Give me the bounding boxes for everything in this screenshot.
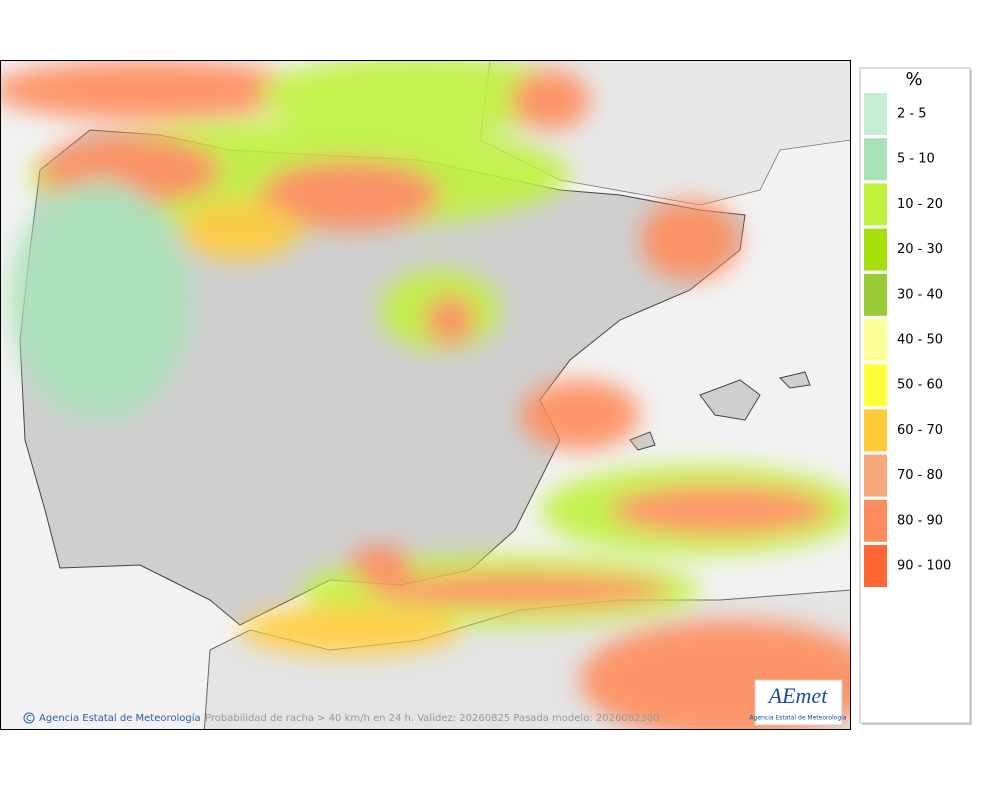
legend-label: 10 - 20 (897, 197, 943, 212)
logo-subtitle: Agencia Estatal de Meteorología (750, 715, 847, 722)
caption: Probabilidad de racha > 40 km/h en 24 h.… (205, 713, 659, 724)
legend-swatch (864, 499, 887, 542)
legend-label: 2 - 5 (897, 107, 927, 122)
copyright-icon-c (26, 715, 32, 721)
legend-swatch (864, 319, 887, 361)
legend-label: 60 - 70 (897, 423, 943, 438)
legend-label: 20 - 30 (897, 242, 943, 257)
legend-label: 80 - 90 (897, 513, 943, 528)
legend-swatch (864, 454, 887, 497)
legend-label: 5 - 10 (897, 152, 935, 167)
legend-label: 30 - 40 (897, 287, 943, 302)
map-frame (0, 60, 851, 730)
legend-label: 90 - 100 (897, 559, 951, 574)
logo-name: AEmet (767, 683, 829, 708)
legend-label: 40 - 50 (897, 333, 943, 348)
map (1, 61, 850, 729)
copyright-icon (23, 712, 35, 724)
legend: % 2 - 5 5 - 10 10 - 20 20 - 30 30 - 40 40 - 5… (859, 67, 972, 725)
legend-swatch (864, 545, 887, 587)
legend-swatch (864, 364, 887, 407)
legend-swatch (864, 93, 887, 135)
legend-title: % (905, 69, 922, 90)
credit: Agencia Estatal de Meteorología (39, 712, 201, 724)
legend-swatch (864, 228, 887, 271)
legend-label: 70 - 80 (897, 468, 943, 483)
legend-swatch (864, 138, 887, 181)
legend-label: 50 - 60 (897, 378, 943, 393)
legend-swatch (864, 273, 887, 316)
logo: AEmet Agencia Estatal de Meteorología (750, 679, 847, 726)
legend-swatch (864, 409, 887, 452)
legend-swatch (864, 183, 887, 226)
